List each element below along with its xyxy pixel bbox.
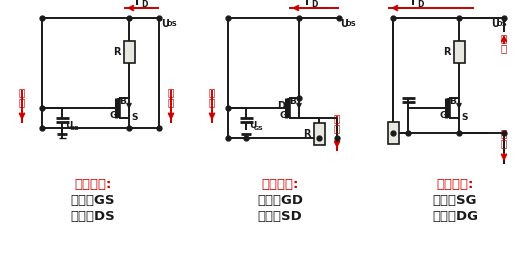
Text: 输入：GS: 输入：GS bbox=[70, 194, 115, 207]
Bar bbox=[387, 122, 399, 144]
Bar bbox=[314, 123, 324, 145]
Text: U: U bbox=[65, 122, 73, 131]
Text: 输出：DG: 输出：DG bbox=[432, 210, 478, 223]
Text: DS: DS bbox=[496, 21, 507, 27]
Text: 输: 输 bbox=[334, 113, 340, 123]
Text: GS: GS bbox=[70, 125, 80, 131]
Text: D: D bbox=[277, 101, 285, 111]
Text: U: U bbox=[340, 19, 348, 29]
Text: 输: 输 bbox=[168, 87, 174, 97]
Text: 输出：DS: 输出：DS bbox=[70, 210, 116, 223]
Text: G: G bbox=[279, 111, 286, 120]
Text: I: I bbox=[135, 0, 139, 7]
Text: D: D bbox=[315, 135, 321, 141]
Text: 输: 输 bbox=[501, 128, 507, 138]
Text: 共栅组态:: 共栅组态: bbox=[436, 178, 474, 191]
Text: B: B bbox=[119, 97, 126, 106]
Bar bbox=[454, 41, 464, 63]
Text: 出: 出 bbox=[334, 123, 340, 133]
Text: D: D bbox=[455, 53, 461, 59]
Text: D: D bbox=[311, 0, 317, 9]
Text: B: B bbox=[289, 97, 296, 106]
Text: G: G bbox=[439, 111, 446, 120]
Text: DS: DS bbox=[345, 21, 356, 27]
Text: 出: 出 bbox=[501, 43, 507, 53]
Text: 输: 输 bbox=[19, 87, 25, 97]
Bar bbox=[123, 41, 135, 63]
Text: GS: GS bbox=[254, 125, 264, 131]
Text: DS: DS bbox=[166, 21, 176, 27]
Text: 入: 入 bbox=[19, 97, 25, 107]
Text: 输: 输 bbox=[209, 87, 215, 97]
Text: S: S bbox=[131, 113, 137, 122]
Text: 入: 入 bbox=[501, 138, 507, 148]
Text: 入: 入 bbox=[209, 97, 215, 107]
Text: R: R bbox=[444, 47, 451, 57]
Text: I: I bbox=[411, 0, 415, 7]
Text: U: U bbox=[491, 19, 499, 29]
Text: D: D bbox=[125, 53, 131, 59]
Text: B: B bbox=[449, 97, 456, 106]
Text: 输: 输 bbox=[501, 33, 507, 43]
Text: 输入：GD: 输入：GD bbox=[257, 194, 303, 207]
Text: U: U bbox=[161, 19, 169, 29]
Text: 共源组态:: 共源组态: bbox=[74, 178, 112, 191]
Text: G: G bbox=[109, 111, 117, 120]
Text: I: I bbox=[305, 0, 309, 7]
Text: R: R bbox=[113, 47, 121, 57]
Text: 出: 出 bbox=[168, 97, 174, 107]
Text: D: D bbox=[141, 0, 147, 9]
Text: 输入：SG: 输入：SG bbox=[433, 194, 477, 207]
Text: 输出：SD: 输出：SD bbox=[258, 210, 303, 223]
Text: S: S bbox=[461, 113, 467, 122]
Text: 共漏组态:: 共漏组态: bbox=[261, 178, 299, 191]
Text: U: U bbox=[249, 122, 257, 131]
Text: R: R bbox=[304, 129, 311, 139]
Text: D: D bbox=[417, 0, 423, 9]
